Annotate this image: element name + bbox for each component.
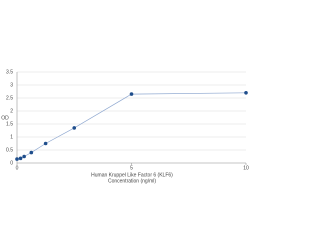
chart: OD Human Kruppel Like Factor 6 (KLF6) Co…: [1, 69, 249, 184]
y-tick-label: 0.5: [6, 147, 13, 153]
x-axis-label: Human Kruppel Like Factor 6 (KLF6): [91, 172, 173, 178]
y-tick-label: 0: [10, 160, 13, 166]
y-tick-label: 2: [10, 108, 13, 114]
data-point: [244, 91, 248, 95]
x-tick-label: 0: [16, 165, 19, 171]
x-axis-label: Concentration (ng/ml): [108, 178, 156, 184]
y-axis-label: OD: [1, 115, 9, 121]
curve-line: [16, 92, 247, 160]
data-point: [15, 157, 19, 161]
y-tick-label: 3.5: [6, 69, 13, 75]
x-tick-label: 5: [130, 165, 133, 171]
x-tick-label: 10: [243, 165, 249, 171]
y-tick-label: 2.5: [6, 95, 13, 101]
data-point: [29, 150, 34, 155]
data-point: [72, 126, 77, 130]
y-tick-label: 3: [10, 82, 13, 88]
y-tick-label: 1.5: [6, 121, 13, 127]
y-tick-label: 1: [10, 134, 13, 140]
data-point: [18, 156, 23, 161]
data-point: [129, 92, 134, 96]
data-point: [43, 141, 48, 146]
data-point: [22, 154, 26, 159]
